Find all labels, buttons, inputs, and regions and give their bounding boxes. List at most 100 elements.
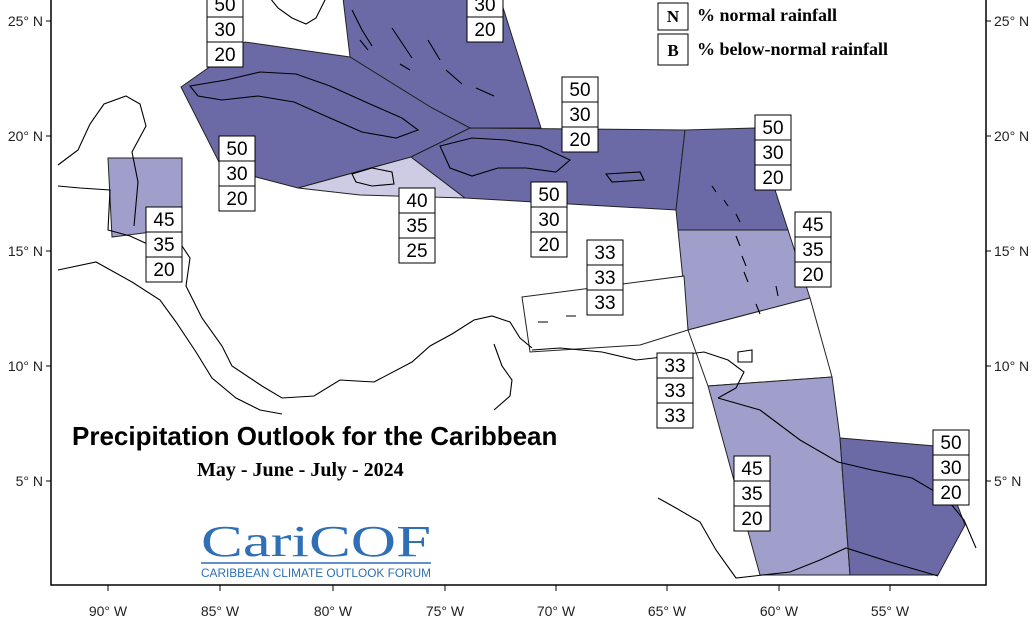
prob-cell xyxy=(656,352,694,379)
axis-ticks: 25° N 25° N 20° N 20° N 15° N 15° N 10° N 10° N… xyxy=(8,13,1029,619)
probability-boxes: 5030203020503020503020503020453520403525… xyxy=(145,0,970,532)
legend-key-box xyxy=(657,2,689,31)
islands xyxy=(188,9,779,363)
lon-label: 55° W xyxy=(871,603,910,619)
prob-cell xyxy=(398,237,436,264)
lon-label: 75° W xyxy=(426,603,465,619)
prob-value: 33 xyxy=(594,268,615,289)
prob-value: 35 xyxy=(406,216,427,237)
prob-value: 50 xyxy=(214,0,235,16)
legend-label: % normal rainfall xyxy=(697,5,837,25)
prob-box-hispaniola-south: 50 30 20 xyxy=(530,181,568,258)
legend-label: % below-normal rainfall xyxy=(697,39,888,59)
prob-value: 20 xyxy=(741,509,762,530)
prob-value: 20 xyxy=(802,265,823,286)
prob-value: 45 xyxy=(802,215,823,236)
prob-value: 20 xyxy=(538,235,559,256)
prob-value: 33 xyxy=(664,381,685,402)
logo-tagline: CARIBBEAN CLIMATE OUTLOOK FORUM xyxy=(201,568,431,580)
prob-cell xyxy=(932,429,970,456)
prob-cell xyxy=(218,160,256,187)
prob-cell xyxy=(218,185,256,212)
prob-box-guyana: 45 35 20 xyxy=(733,455,771,532)
lat-label-left: 25° N xyxy=(8,13,43,29)
prob-box-belize: 45 35 20 xyxy=(145,206,183,283)
prob-cell xyxy=(530,206,568,233)
yucatan-coast xyxy=(57,95,147,227)
prob-value: 35 xyxy=(741,484,762,505)
prob-cell xyxy=(932,479,970,506)
prob-value: 30 xyxy=(214,20,235,41)
prob-cell xyxy=(794,211,832,238)
logo-wordmark: CariCOF xyxy=(201,517,431,566)
guianas-coast xyxy=(717,397,977,549)
prob-box-hispaniola-north: 50 30 20 xyxy=(561,76,599,153)
prob-value: 25 xyxy=(406,241,427,262)
prob-cell xyxy=(656,402,694,429)
prob-cell xyxy=(586,289,624,316)
prob-box-windward-islands: 45 35 20 xyxy=(794,211,832,288)
lat-label-right: 25° N xyxy=(994,13,1029,29)
prob-value: 40 xyxy=(406,191,427,212)
prob-value: 30 xyxy=(474,0,495,16)
prob-value: 20 xyxy=(762,168,783,189)
prob-value: 45 xyxy=(741,459,762,480)
prob-box-abc-islands: 33 33 33 xyxy=(586,239,624,316)
lake-maracaibo xyxy=(493,343,513,411)
lat-label-left: 20° N xyxy=(8,128,43,144)
legend-key-letter: B xyxy=(667,41,678,60)
lon-label: 90° W xyxy=(89,603,128,619)
prob-value: 20 xyxy=(214,45,235,66)
page-subtitle: May - June - July - 2024 xyxy=(197,459,404,481)
prob-cell xyxy=(206,16,244,43)
prob-value: 50 xyxy=(538,185,559,206)
prob-cell xyxy=(794,236,832,263)
prob-value: 33 xyxy=(664,356,685,377)
prob-cell xyxy=(466,16,504,43)
legend-key-letter: N xyxy=(667,7,680,26)
prob-cell xyxy=(145,256,183,283)
prob-cell xyxy=(398,187,436,214)
prob-value: 50 xyxy=(762,118,783,139)
prob-cell xyxy=(754,139,792,166)
outlook-zones xyxy=(107,0,966,576)
prob-cell xyxy=(586,264,624,291)
lat-label-right: 15° N xyxy=(994,243,1029,259)
legend-key-box xyxy=(657,33,689,66)
prob-value: 20 xyxy=(474,20,495,41)
lat-label-left: 5° N xyxy=(16,473,43,489)
lesser-antilles xyxy=(711,185,779,315)
prob-value: 33 xyxy=(594,293,615,314)
prob-cell xyxy=(754,114,792,141)
lat-label-right: 5° N xyxy=(994,473,1021,489)
prob-cell xyxy=(794,261,832,288)
prob-value: 30 xyxy=(538,210,559,231)
prob-value: 35 xyxy=(802,240,823,261)
prob-value: 33 xyxy=(594,243,615,264)
lon-label: 85° W xyxy=(201,603,240,619)
lat-label-left: 15° N xyxy=(8,243,43,259)
lon-label: 60° W xyxy=(760,603,799,619)
prob-box-leeward-islands: 50 30 20 xyxy=(754,114,792,191)
prob-box-suriname-guiana: 50 30 20 xyxy=(932,429,970,506)
prob-cell xyxy=(561,126,599,153)
caricof-logo: CariCOF CARIBBEAN CLIMATE OUTLOOK FORUM xyxy=(201,517,431,580)
hispaniola-island xyxy=(439,137,572,177)
prob-value: 20 xyxy=(940,483,961,504)
interior-south-america xyxy=(657,497,939,579)
prob-cell xyxy=(145,206,183,233)
prob-value: 50 xyxy=(569,80,590,101)
jamaica-island xyxy=(351,167,395,187)
lon-label: 65° W xyxy=(648,603,687,619)
legend-item-normal: N % normal rainfall xyxy=(657,2,837,31)
prob-value: 20 xyxy=(153,260,174,281)
prob-cell xyxy=(530,181,568,208)
prob-value: 33 xyxy=(664,406,685,427)
lon-label: 80° W xyxy=(314,603,353,619)
prob-value: 30 xyxy=(940,458,961,479)
trinidad-island xyxy=(737,349,753,363)
page-title: Precipitation Outlook for the Caribbean xyxy=(72,421,557,451)
prob-value: 30 xyxy=(226,164,247,185)
lat-label-left: 10° N xyxy=(8,358,43,374)
